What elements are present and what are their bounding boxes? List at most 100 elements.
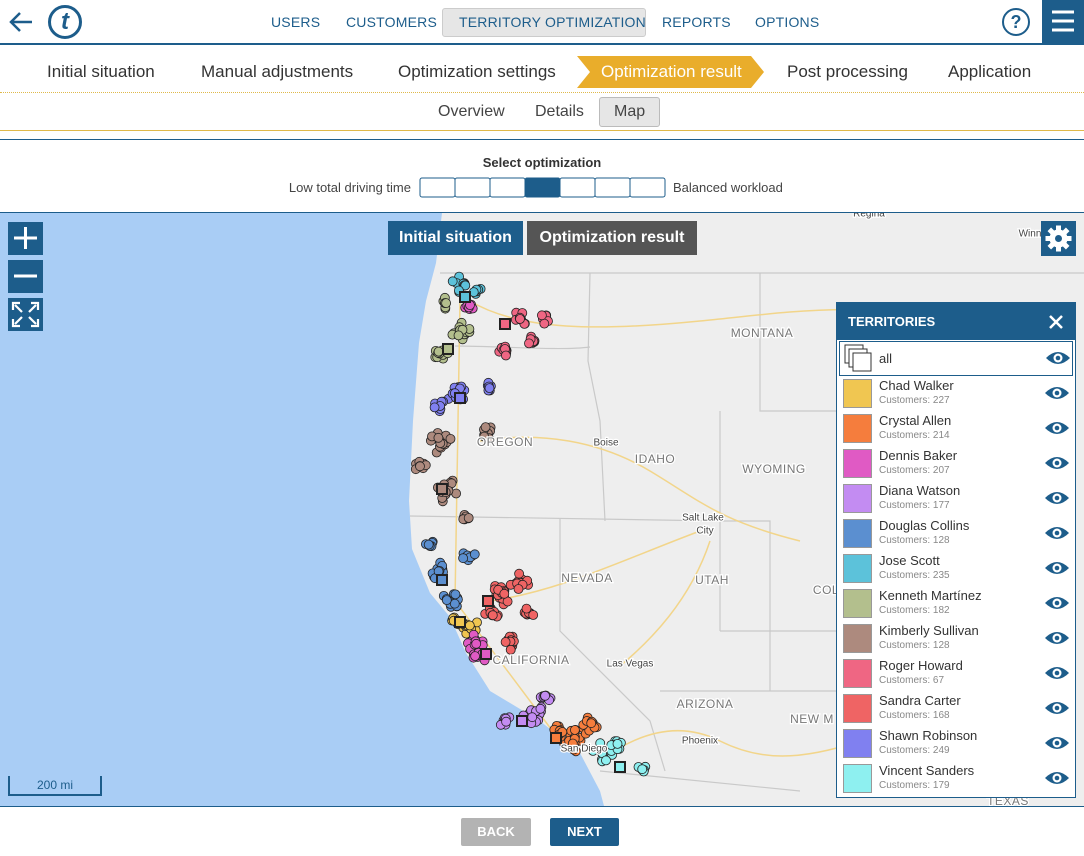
customer-dot xyxy=(487,610,498,621)
optimization-result-button[interactable]: Optimization result xyxy=(527,221,697,255)
map[interactable]: Regina Winn MONTANA OREGON Boise IDAHO WYOMING… xyxy=(0,212,1084,807)
territory-row[interactable]: Douglas Collins Customers: 128 xyxy=(837,516,1075,551)
step-active[interactable]: Optimization result xyxy=(601,62,742,81)
step[interactable]: Initial situation xyxy=(47,62,155,81)
territory-row[interactable]: Roger Howard Customers: 67 xyxy=(837,656,1075,691)
tab[interactable]: Overview xyxy=(438,103,505,120)
customer-dot xyxy=(479,431,490,442)
visibility-toggle[interactable] xyxy=(1044,594,1070,612)
nav-item[interactable]: TERRITORY OPTIMIZATION xyxy=(459,14,646,30)
visibility-toggle[interactable] xyxy=(1044,524,1070,542)
territory-row[interactable]: Kimberly Sullivan Customers: 128 xyxy=(837,621,1075,656)
eye-pupil-core xyxy=(1054,775,1060,781)
slider-segment xyxy=(559,177,596,198)
visibility-toggle[interactable] xyxy=(1044,699,1070,717)
visibility-toggle[interactable] xyxy=(1045,349,1071,367)
close-button[interactable] xyxy=(1048,314,1064,330)
customer-dot xyxy=(505,644,516,655)
customer-dot xyxy=(528,610,539,620)
optimization-title: Select optimization xyxy=(482,155,602,170)
depot xyxy=(499,318,511,330)
customer-dot xyxy=(500,350,511,361)
step[interactable]: Optimization settings xyxy=(398,62,556,81)
territory-swatch xyxy=(843,694,872,723)
visibility-toggle[interactable] xyxy=(1044,734,1070,752)
eye-pupil-core xyxy=(1054,600,1060,606)
territory-row[interactable]: Shawn Robinson Customers: 249 xyxy=(837,726,1075,761)
map-label: Boise xyxy=(593,438,618,449)
territory-swatch xyxy=(843,379,872,408)
customer-dot xyxy=(453,330,464,341)
territory-swatch xyxy=(843,764,872,793)
next-button[interactable]: NEXT xyxy=(550,818,619,846)
territory-swatch xyxy=(843,449,872,478)
settings-button[interactable] xyxy=(1041,221,1076,256)
visibility-toggle[interactable] xyxy=(1044,559,1070,577)
nav-item[interactable]: CUSTOMERS xyxy=(346,14,437,30)
customer-dot xyxy=(429,402,440,413)
territory-row[interactable]: Sandra Carter Customers: 168 xyxy=(837,691,1075,726)
optimization-slider[interactable] xyxy=(419,177,667,199)
back-button[interactable]: BACK xyxy=(461,818,531,846)
back-button[interactable] xyxy=(8,10,34,34)
visibility-toggle[interactable] xyxy=(1044,419,1070,437)
customer-dot xyxy=(463,513,474,523)
territory-row[interactable]: Diana Watson Customers: 177 xyxy=(837,481,1075,516)
customer-dot xyxy=(470,651,481,661)
customer-dot xyxy=(567,738,578,749)
territory-customers: Customers: 235 xyxy=(879,570,950,581)
slider-left-label: Low total driving time xyxy=(288,180,411,195)
territory-swatch xyxy=(843,624,872,653)
nav-item[interactable]: USERS xyxy=(271,14,321,30)
customer-dot xyxy=(484,383,495,394)
step[interactable]: Manual adjustments xyxy=(201,62,354,81)
map-label: Salt Lake xyxy=(682,513,724,524)
territory-name: Vincent Sanders xyxy=(879,763,975,778)
step[interactable]: Post processing xyxy=(787,62,908,81)
menu-button[interactable] xyxy=(1042,0,1084,43)
map-label: Winn xyxy=(1019,229,1042,240)
all-row[interactable]: all xyxy=(839,341,1073,376)
all-label: all xyxy=(879,351,893,366)
step[interactable]: Application xyxy=(948,62,1032,81)
visibility-toggle[interactable] xyxy=(1044,384,1070,402)
eye-pupil-core xyxy=(1054,670,1060,676)
tab-active[interactable]: Map xyxy=(614,103,646,120)
visibility-toggle[interactable] xyxy=(1044,664,1070,682)
tab[interactable]: Details xyxy=(535,103,584,120)
territory-row[interactable]: Dennis Baker Customers: 207 xyxy=(837,446,1075,481)
logo[interactable]: t xyxy=(48,5,82,39)
divider xyxy=(0,130,1084,131)
customer-dot xyxy=(637,764,648,775)
help-button[interactable]: ? xyxy=(1002,8,1030,36)
zoom-out[interactable] xyxy=(8,260,43,293)
customer-dot xyxy=(514,568,524,579)
territory-row[interactable]: Chad Walker Customers: 227 xyxy=(837,376,1075,411)
map-label: San Diego xyxy=(561,744,608,755)
territory-row[interactable]: Jose Scott Customers: 235 xyxy=(837,551,1075,586)
fullscreen[interactable] xyxy=(8,298,43,331)
visibility-toggle[interactable] xyxy=(1044,454,1070,472)
nav-active-bg xyxy=(442,8,646,37)
territory-row[interactable]: Kenneth Martínez Customers: 182 xyxy=(837,586,1075,621)
eye-pupil-core xyxy=(1054,565,1060,571)
nav-item[interactable]: REPORTS xyxy=(662,14,731,30)
customer-dot xyxy=(464,620,475,631)
customer-dot xyxy=(595,738,606,749)
depot xyxy=(459,291,471,303)
visibility-toggle[interactable] xyxy=(1044,629,1070,647)
territory-name: Shawn Robinson xyxy=(879,728,978,743)
nav-item[interactable]: OPTIONS xyxy=(755,14,820,30)
territory-row[interactable]: Crystal Allen Customers: 214 xyxy=(837,411,1075,446)
territory-row[interactable]: Vincent Sanders Customers: 179 xyxy=(837,761,1075,796)
customer-dot xyxy=(515,314,525,324)
map-label: MONTANA xyxy=(731,326,794,340)
depot xyxy=(482,595,494,607)
map-labels: Regina Winn MONTANA OREGON Boise IDAHO WYOMING… xyxy=(476,213,1043,806)
initial-situation-button[interactable]: Initial situation xyxy=(388,221,523,255)
divider xyxy=(0,139,1084,140)
visibility-toggle[interactable] xyxy=(1044,489,1070,507)
territory-name: Crystal Allen xyxy=(879,413,952,428)
zoom-in[interactable] xyxy=(8,222,43,255)
visibility-toggle[interactable] xyxy=(1044,769,1070,787)
